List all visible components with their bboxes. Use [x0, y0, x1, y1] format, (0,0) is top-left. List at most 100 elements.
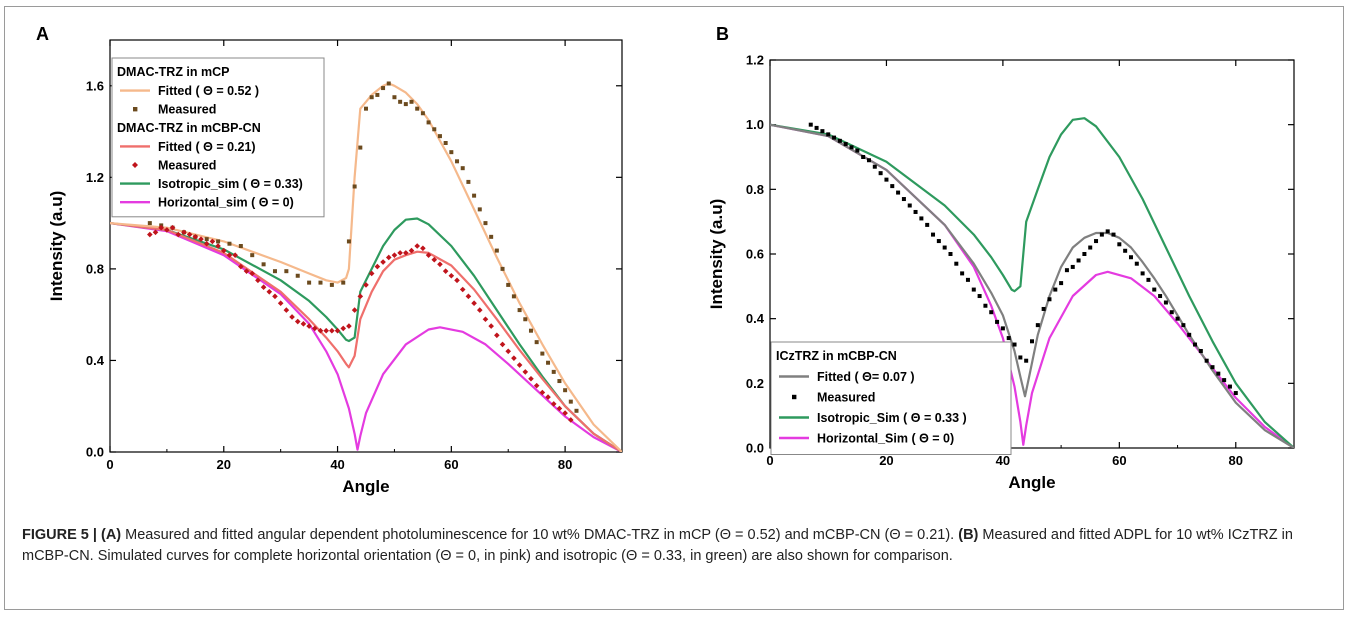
- data-point: [408, 247, 415, 254]
- data-point: [977, 294, 982, 299]
- data-point: [901, 197, 906, 202]
- data-point: [380, 259, 386, 265]
- data-point: [539, 389, 546, 396]
- data-point: [820, 129, 825, 134]
- data-point: [226, 252, 233, 258]
- data-point: [238, 263, 244, 270]
- data-point: [1123, 248, 1128, 253]
- data-point: [181, 229, 187, 236]
- data-point: [477, 207, 482, 212]
- data-point: [272, 269, 277, 274]
- data-point: [216, 239, 221, 244]
- data-point: [369, 95, 374, 100]
- data-point: [351, 307, 358, 313]
- data-point: [1187, 332, 1192, 337]
- data-point: [420, 245, 426, 252]
- data-point: [1198, 349, 1203, 353]
- data-point: [449, 150, 454, 155]
- data-point: [455, 159, 460, 164]
- data-point: [925, 222, 930, 227]
- data-point: [522, 369, 529, 375]
- data-point: [391, 252, 398, 258]
- data-point: [1030, 339, 1034, 344]
- data-point: [489, 234, 494, 239]
- data-point: [1134, 261, 1139, 266]
- data-point: [426, 120, 431, 125]
- y-tick-label: 1.0: [746, 117, 764, 132]
- data-point: [494, 332, 500, 339]
- data-point: [420, 111, 425, 116]
- legend-label: Fitted ( Θ = 0.21): [158, 140, 256, 154]
- data-point: [357, 293, 364, 300]
- data-point: [499, 341, 506, 348]
- y-tick-label: 0.6: [746, 247, 764, 262]
- data-point: [317, 327, 324, 334]
- data-point: [227, 241, 232, 246]
- caption-part-b-label: (B): [958, 527, 979, 543]
- data-point: [907, 203, 912, 208]
- figure-frame: [4, 6, 1344, 610]
- data-point: [261, 262, 266, 267]
- data-point: [415, 106, 420, 111]
- data-point: [476, 307, 483, 313]
- data-point: [147, 231, 153, 238]
- data-point: [192, 234, 199, 240]
- y-tick-label: 1.2: [86, 170, 104, 185]
- data-point: [546, 360, 551, 365]
- y-tick-label: 0.0: [86, 445, 104, 460]
- y-tick-label: 0.0: [746, 441, 764, 456]
- data-point: [1088, 245, 1093, 250]
- legend-swatch-marker: [792, 394, 797, 400]
- data-point: [931, 232, 936, 237]
- data-point: [169, 224, 176, 231]
- legend-label: Fitted ( Θ= 0.07 ): [817, 370, 915, 384]
- data-point: [465, 293, 472, 300]
- data-point: [1094, 239, 1099, 244]
- data-point: [1193, 342, 1198, 347]
- data-point: [562, 410, 568, 416]
- legend-label: Measured: [158, 159, 216, 173]
- legend-box: [111, 57, 325, 218]
- data-point: [1053, 287, 1058, 292]
- series-group: [770, 117, 1294, 448]
- data-point: [556, 405, 563, 412]
- data-point: [1146, 277, 1151, 282]
- data-point: [948, 252, 953, 256]
- x-tick-label: 20: [217, 457, 231, 472]
- data-point: [346, 323, 352, 329]
- data-point: [403, 102, 408, 107]
- series-line: [770, 123, 1294, 448]
- data-point: [523, 317, 528, 322]
- x-axis-title: Angle: [1008, 473, 1055, 492]
- data-point: [306, 323, 312, 329]
- chart-panel-b: B 0 20 40 60 80 0.0 0.2 0.4 0.6 0.8 1.0 1.2 Angle Inte…: [707, 24, 1295, 492]
- data-point: [872, 164, 877, 169]
- legend-label: Horizontal_Sim ( Θ = 0): [817, 432, 954, 446]
- series-group: [110, 81, 622, 452]
- data-point: [1000, 326, 1005, 331]
- legend-label: Horizontal_sim ( Θ = 0): [158, 196, 294, 210]
- data-point: [448, 272, 455, 279]
- data-point: [364, 106, 368, 111]
- data-point: [1076, 258, 1081, 263]
- y-tick-label: 0.8: [86, 261, 104, 276]
- data-point: [488, 323, 494, 329]
- data-point: [398, 99, 403, 104]
- data-point: [1059, 281, 1064, 286]
- data-point: [1227, 384, 1232, 389]
- data-point: [203, 240, 210, 247]
- data-point: [323, 327, 329, 334]
- data-point: [425, 252, 432, 258]
- data-point: [340, 325, 347, 332]
- data-point: [861, 155, 866, 159]
- data-point: [249, 270, 256, 277]
- data-point: [243, 268, 250, 274]
- data-point: [442, 268, 449, 274]
- data-point: [381, 86, 386, 91]
- data-point: [209, 238, 216, 245]
- data-point: [1082, 252, 1087, 256]
- data-point: [250, 253, 255, 258]
- data-point: [849, 145, 854, 150]
- data-point: [563, 388, 568, 393]
- data-point: [574, 408, 579, 413]
